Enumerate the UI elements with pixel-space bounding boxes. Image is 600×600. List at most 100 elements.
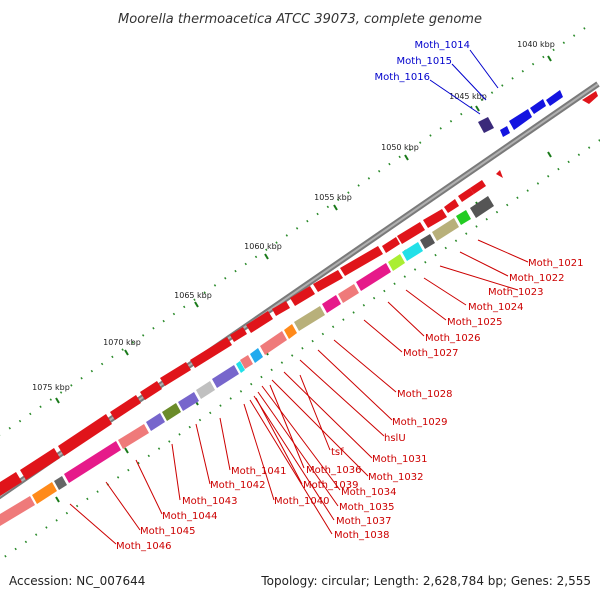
gene-box <box>294 306 325 331</box>
gene-arrow <box>582 91 598 104</box>
gene-box <box>432 218 459 241</box>
gene-arrow <box>246 311 273 333</box>
tick-label: 1045 kbp <box>449 92 487 101</box>
reverse-strand-genes <box>0 170 503 526</box>
reverse-label-lines <box>69 239 529 545</box>
outer-dotted-ring <box>0 27 586 436</box>
gene-label: Moth_1022 <box>509 273 564 284</box>
gene-label: Moth_1038 <box>334 530 389 541</box>
tick-mark <box>547 55 552 62</box>
tick-mark <box>404 154 409 161</box>
gene-label: Moth_1021 <box>528 258 583 269</box>
tick-label: 1070 kbp <box>103 338 141 347</box>
tick-label: 1055 kbp <box>314 193 352 202</box>
gene-arrow <box>444 199 459 213</box>
gene-box <box>64 441 121 483</box>
genome-summary-text: Topology: circular; Length: 2,628,784 bp… <box>261 574 591 588</box>
tick-label: 1065 kbp <box>174 291 212 300</box>
tick-mark <box>475 105 480 112</box>
gene-label: Moth_1044 <box>162 511 217 522</box>
forward-strand-genes <box>0 90 598 496</box>
tick-mark <box>333 204 338 211</box>
gene-box <box>240 355 253 369</box>
gene-box <box>402 242 423 261</box>
gene-box <box>178 392 199 411</box>
gene-box <box>478 117 494 133</box>
gene-label: Moth_1024 <box>468 302 523 313</box>
tick-mark <box>264 253 269 260</box>
gene-arrow <box>0 472 22 496</box>
gene-label: Moth_1028 <box>397 389 452 400</box>
gene-arrow <box>340 246 383 276</box>
gene-arrow <box>110 395 141 420</box>
gene-box <box>212 365 239 388</box>
gene-arrow <box>500 126 510 137</box>
gene-label: Moth_1042 <box>210 480 265 491</box>
gene-label: tsf <box>331 447 344 458</box>
forward-label-lines <box>429 49 499 115</box>
tick-label: 1060 kbp <box>244 242 282 251</box>
gene-arrow <box>382 237 400 253</box>
gene-arrow <box>313 270 343 292</box>
gene-box <box>146 413 165 431</box>
gene-arrow <box>458 188 474 202</box>
gene-arrow <box>530 99 546 114</box>
gene-label: Moth_1045 <box>140 526 195 537</box>
gene-arrow <box>272 301 290 316</box>
tick-label: 1050 kbp <box>381 143 419 152</box>
gene-label: Moth_1023 <box>488 287 543 298</box>
gene-box <box>196 381 215 399</box>
tick-label: 1075 kbp <box>32 383 70 392</box>
gene-arrow <box>397 222 425 244</box>
map-title: Moorella thermoacetica ATCC 39073, compl… <box>118 12 482 27</box>
gene-label: Moth_1014 <box>415 40 470 51</box>
gene-label: Moth_1029 <box>392 417 447 428</box>
tick-mark <box>55 397 60 404</box>
gene-box <box>118 424 149 449</box>
gene-label: Moth_1035 <box>339 502 394 513</box>
gene-box <box>260 331 287 355</box>
gene-label: Moth_1025 <box>447 317 502 328</box>
gene-label: Moth_1016 <box>375 72 430 83</box>
gene-box <box>54 476 67 490</box>
gene-box <box>338 284 359 303</box>
gene-label: Moth_1034 <box>341 487 396 498</box>
gene-arrow <box>20 448 60 480</box>
gene-box <box>0 496 35 526</box>
gene-label: Moth_1037 <box>336 516 391 527</box>
gene-box <box>236 361 245 373</box>
tick-group: 1040 kbp 1045 kbp 1050 kbp 1055 kbp 1060… <box>32 40 555 503</box>
gene-box <box>420 234 435 249</box>
gene-label: Moth_1015 <box>397 56 452 67</box>
inner-tick-mark <box>124 447 129 454</box>
tick-mark <box>194 301 199 308</box>
gene-arrow <box>58 414 112 456</box>
gene-box <box>162 403 181 421</box>
gene-box <box>456 210 471 225</box>
gene-arrow <box>230 327 247 342</box>
gene-label: hslU <box>384 433 406 444</box>
gene-arrow <box>423 209 447 228</box>
gene-box <box>32 482 57 504</box>
accession-text: Accession: NC_007644 <box>9 574 146 588</box>
gene-box <box>356 263 391 291</box>
gene-arrow <box>509 109 532 130</box>
gene-box <box>284 324 297 339</box>
gene-box <box>322 295 341 313</box>
gene-box <box>470 196 494 218</box>
gene-arrow <box>140 381 162 400</box>
gene-arrow <box>546 90 563 106</box>
gene-label: Moth_1036 <box>306 465 361 476</box>
gene-arrow <box>290 286 315 306</box>
gene-label: Moth_1043 <box>182 496 237 507</box>
inner-tick-mark <box>55 496 60 503</box>
gene-label: Moth_1041 <box>231 466 286 477</box>
gene-arrow <box>160 362 191 386</box>
tick-label: 1040 kbp <box>517 40 555 49</box>
gene-arrow <box>190 337 232 368</box>
gene-box <box>250 348 263 363</box>
gene-label: Moth_1046 <box>116 541 171 552</box>
gene-label: Moth_1027 <box>403 348 458 359</box>
gene-arrow <box>470 180 486 194</box>
gene-label: Moth_1039 <box>303 480 358 491</box>
